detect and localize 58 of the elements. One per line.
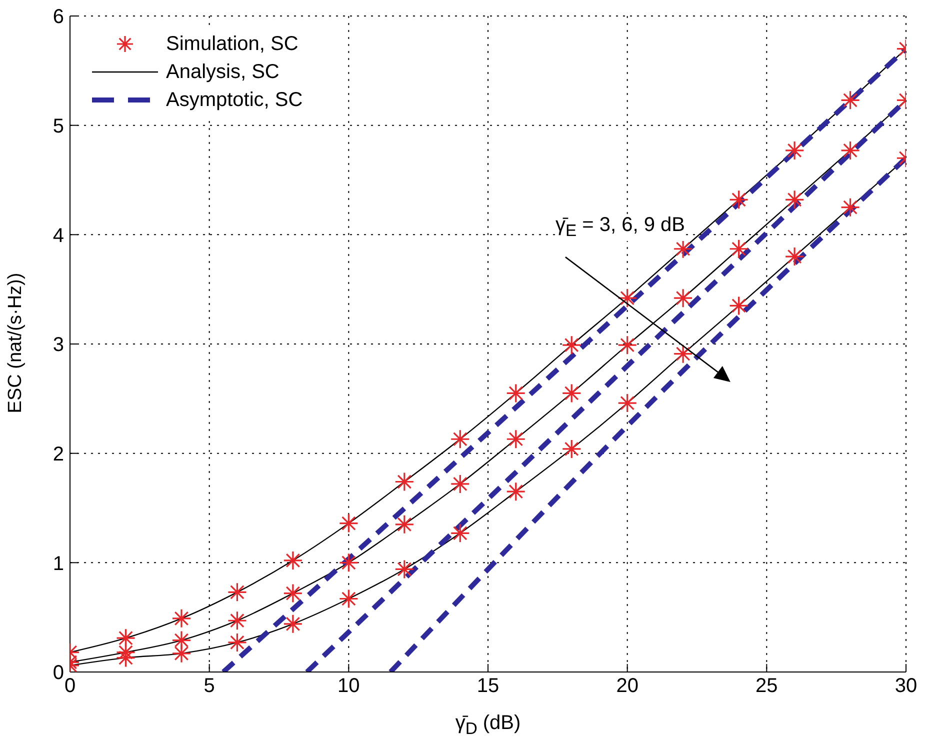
point bbox=[673, 239, 693, 259]
x-tick-label: 15 bbox=[476, 675, 500, 698]
point bbox=[338, 588, 358, 609]
point bbox=[172, 644, 192, 664]
point bbox=[840, 140, 860, 160]
point bbox=[506, 429, 526, 449]
point bbox=[116, 648, 136, 668]
point bbox=[562, 383, 582, 403]
x-tick-label: 10 bbox=[338, 675, 360, 698]
y-tick-label: 4 bbox=[52, 224, 64, 247]
point bbox=[784, 140, 804, 160]
point bbox=[116, 628, 136, 648]
x-tick-label: 30 bbox=[894, 675, 918, 698]
point bbox=[506, 383, 526, 403]
point bbox=[227, 582, 247, 602]
point bbox=[562, 439, 582, 459]
point bbox=[729, 239, 749, 259]
point bbox=[283, 583, 303, 604]
y-axis-title: ESC (nat/(s·Hz)) bbox=[5, 272, 27, 416]
point bbox=[840, 90, 860, 110]
point bbox=[283, 614, 303, 634]
point bbox=[784, 246, 804, 266]
x-tick-label: 20 bbox=[616, 675, 638, 698]
point bbox=[338, 552, 358, 572]
legend-label: Analysis, SC bbox=[166, 60, 280, 84]
point bbox=[450, 523, 470, 543]
point bbox=[673, 288, 693, 308]
legend-label: Simulation, SC bbox=[166, 32, 298, 56]
y-tick-label: 1 bbox=[52, 552, 64, 575]
x-tick-label: 25 bbox=[756, 675, 778, 698]
point bbox=[227, 610, 247, 630]
point bbox=[562, 335, 582, 355]
y-tick-label: 5 bbox=[52, 115, 64, 138]
point bbox=[283, 550, 303, 570]
annotation: γ̄$_{E}$ = 3, 6, 9 dB bbox=[555, 214, 685, 242]
point bbox=[618, 288, 638, 308]
point bbox=[394, 514, 414, 534]
y-tick-label: 2 bbox=[52, 443, 64, 466]
point bbox=[618, 393, 638, 413]
x-axis-title: γ̄$_{D}$ (dB) bbox=[454, 712, 522, 739]
point bbox=[450, 474, 470, 494]
x-tick-label: 5 bbox=[204, 675, 215, 698]
point bbox=[784, 190, 804, 210]
point bbox=[450, 429, 470, 449]
point bbox=[618, 335, 638, 355]
point bbox=[729, 296, 749, 316]
point bbox=[840, 198, 860, 218]
point bbox=[338, 514, 358, 534]
point bbox=[172, 608, 192, 628]
point bbox=[394, 559, 414, 580]
legend-label: Asymptotic, SC bbox=[166, 88, 303, 112]
point bbox=[729, 190, 749, 210]
point bbox=[506, 482, 526, 502]
point bbox=[227, 632, 247, 652]
y-tick-label: 3 bbox=[52, 334, 64, 356]
point bbox=[394, 472, 414, 492]
point bbox=[673, 344, 693, 364]
y-tick-label: 6 bbox=[52, 6, 64, 28]
